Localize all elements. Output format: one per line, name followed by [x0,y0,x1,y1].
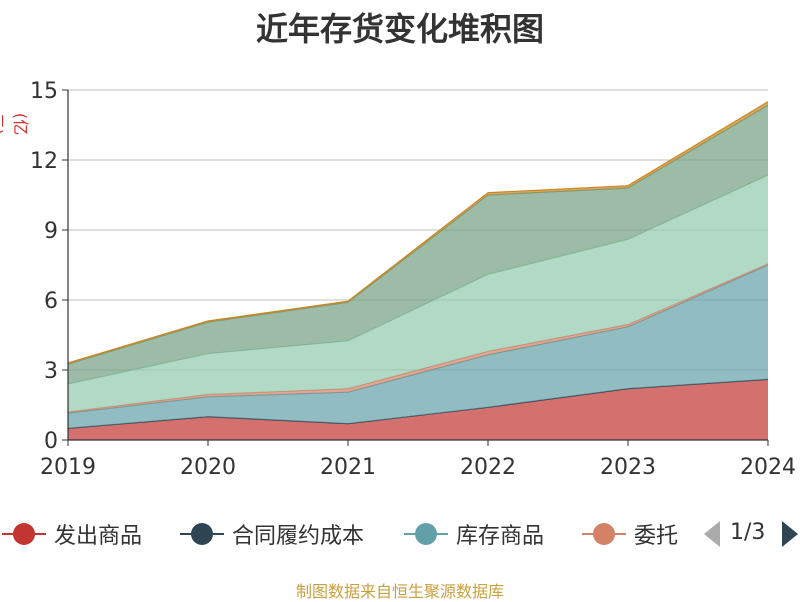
x-tick-label: 2021 [320,455,376,480]
legend-dot-icon [13,523,35,545]
legend-item-contract-cost[interactable]: 合同履约成本 [178,514,364,554]
y-tick-label: 0 [44,429,58,454]
legend-prev-icon[interactable] [704,521,720,547]
legend-swatch [402,514,450,554]
legend: 发出商品 合同履约成本 库存商品 委托 [0,514,800,554]
x-tick-label: 2019 [40,455,96,480]
legend-next-icon[interactable] [782,521,798,547]
legend-swatch [0,514,48,554]
legend-dot-icon [191,523,213,545]
legend-label: 合同履约成本 [232,524,365,549]
y-tick-label: 3 [44,359,58,384]
x-tick-label: 2023 [600,455,656,480]
legend-item-shipped-goods[interactable]: 发出商品 [0,514,142,554]
chart-title: 近年存货变化堆积图 [255,10,544,48]
x-tick-label: 2022 [460,455,516,480]
legend-label: 库存商品 [456,524,545,549]
y-tick-label: 15 [30,79,58,104]
legend-label: 委托 [634,524,679,549]
data-source-note: 制图数据来自恒生聚源数据库 [295,582,504,601]
legend-page-indicator: 1/3 [730,520,766,545]
y-tick-label: 9 [44,219,58,244]
area-发出商品 [68,379,768,440]
legend-swatch [580,514,628,554]
stacked-area-chart: 0 3 6 9 12 15 2019 2020 2021 2022 2023 2024 [30,79,796,480]
axes: 0 3 6 9 12 15 2019 2020 2021 2022 2023 2024 [30,79,796,480]
y-tick-label: 12 [30,149,58,174]
legend-item-consigned[interactable]: 委托 [580,514,678,554]
x-tick-label: 2020 [180,455,236,480]
legend-label: 发出商品 [54,524,143,549]
legend-dot-icon [593,523,615,545]
area-series [67,101,769,440]
y-tick-label: 6 [44,289,58,314]
legend-swatch [178,514,226,554]
area-在产品 [68,105,768,385]
legend-pager: 1/3 [700,514,800,554]
legend-dot-icon [415,523,437,545]
line-周转材料 [67,101,769,364]
area-原材料 [68,175,768,412]
area-库存商品 [68,265,768,429]
legend-item-inventory-goods[interactable]: 库存商品 [402,514,544,554]
x-tick-label: 2024 [740,455,796,480]
